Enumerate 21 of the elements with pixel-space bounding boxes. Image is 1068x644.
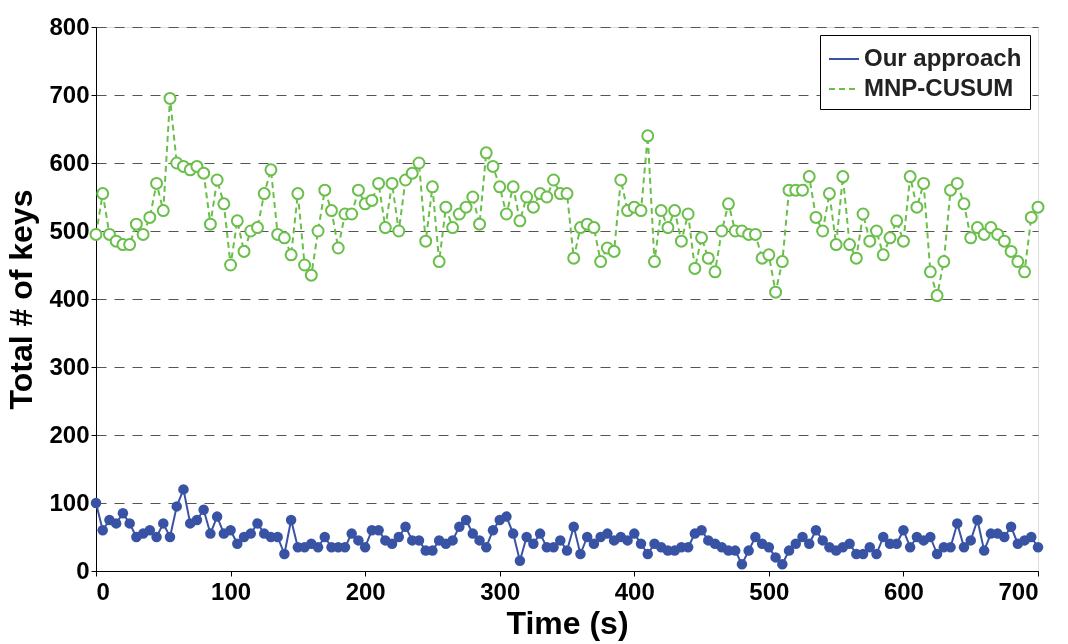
y-tick-label: 400 bbox=[49, 284, 90, 312]
y-tick-label: 100 bbox=[49, 488, 90, 516]
legend-label: Our approach bbox=[864, 44, 1022, 71]
y-tick-label: 800 bbox=[49, 12, 90, 40]
x-tick-label: 0 bbox=[96, 577, 110, 605]
y-tick-label: 500 bbox=[49, 216, 90, 244]
y-tick-label: 300 bbox=[49, 352, 90, 380]
y-tick-label: 0 bbox=[76, 556, 90, 584]
legend-label: MNP-CUSUM bbox=[864, 74, 1014, 101]
x-tick-label: 200 bbox=[345, 577, 386, 605]
x-tick-label: 700 bbox=[998, 577, 1039, 605]
x-tick-label: 600 bbox=[883, 577, 924, 605]
x-tick-label: 300 bbox=[480, 577, 521, 605]
x-tick-label: 400 bbox=[614, 577, 655, 605]
x-axis-title: Time (s) bbox=[506, 604, 629, 641]
y-tick-label: 600 bbox=[49, 148, 90, 176]
y-tick-label: 700 bbox=[49, 80, 90, 108]
x-tick-label: 100 bbox=[211, 577, 252, 605]
y-tick-label: 200 bbox=[49, 420, 90, 448]
y-axis-title: Total # of keys bbox=[3, 189, 40, 410]
x-tick-label: 500 bbox=[749, 577, 790, 605]
